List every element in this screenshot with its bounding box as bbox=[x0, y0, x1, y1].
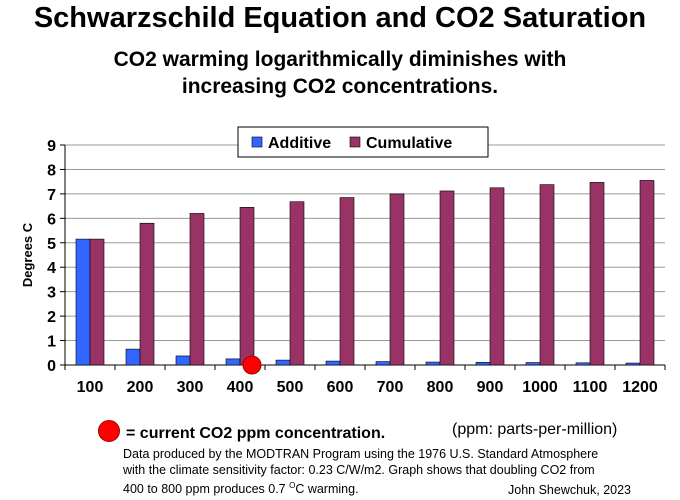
y-tick-label: 1 bbox=[47, 334, 56, 351]
current-marker-text: = current CO2 ppm concentration. bbox=[126, 425, 386, 442]
footer-line-2: with the climate sensitivity factor: 0.2… bbox=[123, 463, 595, 477]
additive-bar bbox=[175, 355, 191, 366]
cumulative-bar bbox=[539, 184, 555, 366]
y-axis-label: Degrees C bbox=[20, 222, 35, 287]
footer-text: Data produced by the MODTRAN Program usi… bbox=[123, 446, 643, 497]
subtitle-line-2: increasing CO2 concentrations. bbox=[181, 75, 499, 98]
current-marker-note: = current CO2 ppm concentration. bbox=[98, 420, 385, 443]
y-tick-label: 4 bbox=[47, 260, 56, 277]
cumulative-bar bbox=[439, 190, 455, 366]
chart-subtitle: CO2 warming logarithmically diminishes w… bbox=[40, 46, 640, 100]
additive-bar bbox=[625, 362, 641, 366]
subtitle-line-1: CO2 warming logarithmically diminishes w… bbox=[113, 48, 567, 71]
footer-line-3-unit: C warming. bbox=[295, 482, 359, 497]
author-credit: John Shewchuk, 2023 bbox=[508, 483, 632, 497]
additive-bar bbox=[575, 362, 591, 366]
ppm-note: (ppm: parts-per-million) bbox=[452, 421, 618, 438]
additive-bar bbox=[275, 359, 291, 366]
additive-bar bbox=[525, 362, 541, 366]
y-tick-label: 7 bbox=[47, 187, 56, 204]
legend-label: Additive bbox=[268, 135, 331, 152]
additive-bar bbox=[125, 348, 141, 366]
y-tick-label: 9 bbox=[47, 138, 56, 155]
additive-bar bbox=[225, 358, 241, 366]
y-tick-label: 2 bbox=[47, 309, 56, 326]
y-tick-label: 3 bbox=[47, 285, 56, 302]
additive-bar bbox=[425, 361, 441, 366]
x-tick-label: 600 bbox=[327, 379, 354, 396]
x-tick-label: 300 bbox=[177, 379, 204, 396]
footer-line-1: Data produced by the MODTRAN Program usi… bbox=[123, 447, 599, 461]
cumulative-bar bbox=[389, 193, 405, 366]
cumulative-bar bbox=[189, 213, 205, 366]
y-tick-label: 8 bbox=[47, 162, 56, 179]
x-tick-label: 400 bbox=[227, 379, 254, 396]
cumulative-bar bbox=[339, 197, 355, 366]
x-tick-label: 200 bbox=[127, 379, 154, 396]
x-tick-label: 900 bbox=[477, 379, 504, 396]
cumulative-bar bbox=[289, 201, 305, 366]
x-tick-label: 1200 bbox=[622, 379, 658, 396]
y-tick-label: 6 bbox=[47, 211, 56, 228]
x-tick-label: 700 bbox=[377, 379, 404, 396]
red-dot-icon bbox=[98, 420, 120, 442]
cumulative-bar bbox=[589, 182, 605, 366]
cumulative-bar bbox=[489, 187, 505, 366]
legend-swatch bbox=[349, 136, 361, 148]
cumulative-bar bbox=[89, 238, 105, 366]
cumulative-bar bbox=[139, 222, 155, 366]
footer-line-3: 400 to 800 ppm produces 0.7 OC warming. bbox=[123, 478, 643, 497]
x-tick-label: 100 bbox=[77, 379, 104, 396]
legend-box bbox=[237, 126, 489, 158]
legend-swatch bbox=[251, 136, 263, 148]
cumulative-bar bbox=[239, 207, 255, 366]
legend-label: Cumulative bbox=[366, 135, 452, 152]
additive-bar bbox=[375, 361, 391, 366]
chart-title: Schwarzschild Equation and CO2 Saturatio… bbox=[33, 2, 647, 34]
x-tick-label: 1000 bbox=[522, 379, 558, 396]
x-tick-label: 800 bbox=[427, 379, 454, 396]
footer-line-3-text: 400 to 800 ppm produces 0.7 bbox=[123, 482, 290, 497]
additive-bar bbox=[75, 238, 91, 366]
x-tick-label: 1100 bbox=[573, 379, 608, 396]
bar-chart: 0 1 2 3 4 5 6 7 8 9 Degrees C 100 200 300 400 500 600 700… bbox=[20, 126, 666, 396]
y-tick-label: 5 bbox=[47, 236, 56, 253]
x-tick-label: 500 bbox=[277, 379, 304, 396]
additive-bar bbox=[475, 362, 491, 366]
additive-bar bbox=[325, 360, 341, 366]
degree-sup: O bbox=[289, 481, 296, 490]
y-tick-label: 0 bbox=[47, 358, 56, 375]
current-co2-marker bbox=[242, 355, 262, 375]
cumulative-bar bbox=[639, 180, 655, 366]
